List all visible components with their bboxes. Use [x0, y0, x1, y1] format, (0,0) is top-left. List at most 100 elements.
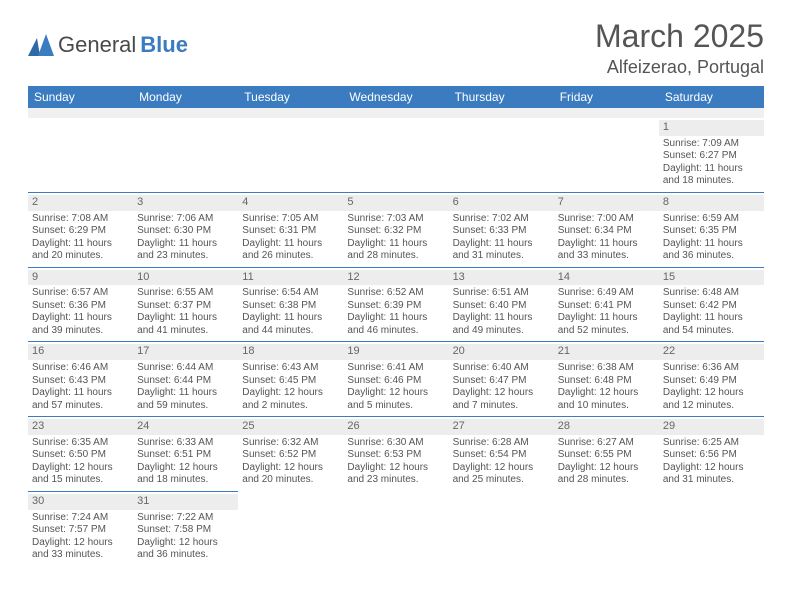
day-cell: 27Sunrise: 6:28 AMSunset: 6:54 PMDayligh… [449, 417, 554, 492]
day-details: Sunrise: 6:40 AMSunset: 6:47 PMDaylight:… [453, 362, 550, 412]
day-details: Sunrise: 6:54 AMSunset: 6:38 PMDaylight:… [242, 287, 339, 337]
week-row: 9Sunrise: 6:57 AMSunset: 6:36 PMDaylight… [28, 267, 764, 342]
dow-row: Sunday Monday Tuesday Wednesday Thursday… [28, 86, 764, 108]
day-details: Sunrise: 6:32 AMSunset: 6:52 PMDaylight:… [242, 437, 339, 487]
week-row: 16 Sunrise: 6:46 AMSunset: 6:43 PMDayligh… [28, 342, 764, 417]
day-details: Sunrise: 6:25 AMSunset: 6:56 PMDaylight:… [663, 437, 760, 487]
day-cell: 26Sunrise: 6:30 AMSunset: 6:53 PMDayligh… [343, 417, 448, 492]
day-cell [449, 118, 554, 192]
day-details: Sunrise: 7:02 AMSunset: 6:33 PMDaylight:… [453, 213, 550, 263]
day-details: Sunrise: 7:08 AMSunset: 6:29 PMDaylight:… [32, 213, 129, 263]
day-details: Sunrise: 6:59 AMSunset: 6:35 PMDaylight:… [663, 213, 760, 263]
day-number: 17 [133, 344, 238, 360]
day-cell: 2 Sunrise: 7:08 AMSunset: 6:29 PMDaylight… [28, 192, 133, 267]
day-number: 19 [343, 344, 448, 360]
day-details: Sunrise: 6:48 AMSunset: 6:42 PMDaylight:… [663, 287, 760, 337]
day-cell: 31 Sunrise: 7:22 AMSunset: 7:58 PMDayligh… [133, 491, 238, 571]
day-number: 1 [659, 120, 764, 136]
dow-friday: Friday [554, 86, 659, 108]
day-details: Sunrise: 6:43 AMSunset: 6:45 PMDaylight:… [242, 362, 339, 412]
dow-saturday: Saturday [659, 86, 764, 108]
week-row: 23Sunrise: 6:35 AMSunset: 6:50 PMDayligh… [28, 417, 764, 492]
day-number: 27 [449, 419, 554, 435]
day-number: 4 [238, 195, 343, 211]
day-number: 8 [659, 195, 764, 211]
header: GeneralBlue March 2025 Alfeizerao, Portu… [28, 18, 764, 78]
day-cell [133, 118, 238, 192]
day-number: 28 [554, 419, 659, 435]
day-cell: 3Sunrise: 7:06 AMSunset: 6:30 PMDaylight… [133, 192, 238, 267]
day-details: Sunrise: 6:33 AMSunset: 6:51 PMDaylight:… [137, 437, 234, 487]
day-cell: 21Sunrise: 6:38 AMSunset: 6:48 PMDayligh… [554, 342, 659, 417]
day-details: Sunrise: 7:05 AMSunset: 6:31 PMDaylight:… [242, 213, 339, 263]
day-number: 23 [28, 419, 133, 435]
day-number: 22 [659, 344, 764, 360]
day-number: 18 [238, 344, 343, 360]
day-cell [659, 491, 764, 571]
dow-sunday: Sunday [28, 86, 133, 108]
day-details: Sunrise: 7:03 AMSunset: 6:32 PMDaylight:… [347, 213, 444, 263]
day-cell: 13Sunrise: 6:51 AMSunset: 6:40 PMDayligh… [449, 267, 554, 342]
logo-icon [28, 34, 54, 56]
day-cell [343, 491, 448, 571]
day-cell: 24 Sunrise: 6:33 AMSunset: 6:51 PMDayligh… [133, 417, 238, 492]
day-details: Sunrise: 6:49 AMSunset: 6:41 PMDaylight:… [558, 287, 655, 337]
day-details: Sunrise: 6:36 AMSunset: 6:49 PMDaylight:… [663, 362, 760, 412]
day-cell: 11Sunrise: 6:54 AMSunset: 6:38 PMDayligh… [238, 267, 343, 342]
day-cell: 29 Sunrise: 6:25 AMSunset: 6:56 PMDayligh… [659, 417, 764, 492]
page-title: March 2025 [595, 18, 764, 55]
day-details: Sunrise: 7:22 AMSunset: 7:58 PMDaylight:… [137, 512, 234, 562]
day-cell: 8 Sunrise: 6:59 AMSunset: 6:35 PMDaylight… [659, 192, 764, 267]
day-number: 6 [449, 195, 554, 211]
day-cell: 17 Sunrise: 6:44 AMSunset: 6:44 PMDayligh… [133, 342, 238, 417]
day-number: 24 [133, 419, 238, 435]
logo-text-2: Blue [140, 32, 188, 58]
day-cell [238, 491, 343, 571]
logo-text-1: General [58, 32, 136, 58]
day-cell [238, 118, 343, 192]
day-cell [554, 118, 659, 192]
day-cell: 6 Sunrise: 7:02 AMSunset: 6:33 PMDaylight… [449, 192, 554, 267]
dow-thursday: Thursday [449, 86, 554, 108]
day-cell: 30Sunrise: 7:24 AMSunset: 7:57 PMDayligh… [28, 491, 133, 571]
day-cell [554, 491, 659, 571]
day-number: 2 [28, 195, 133, 211]
day-cell: 22 Sunrise: 6:36 AMSunset: 6:49 PMDayligh… [659, 342, 764, 417]
day-number: 20 [449, 344, 554, 360]
location: Alfeizerao, Portugal [595, 57, 764, 78]
day-cell: 1 Sunrise: 7:09 AMSunset: 6:27 PMDaylight… [659, 118, 764, 192]
day-cell: 9Sunrise: 6:57 AMSunset: 6:36 PMDaylight… [28, 267, 133, 342]
day-cell: 20 Sunrise: 6:40 AMSunset: 6:47 PMDayligh… [449, 342, 554, 417]
day-cell: 5 Sunrise: 7:03 AMSunset: 6:32 PMDaylight… [343, 192, 448, 267]
day-number: 16 [28, 344, 133, 360]
day-details: Sunrise: 6:41 AMSunset: 6:46 PMDaylight:… [347, 362, 444, 412]
day-details: Sunrise: 7:09 AMSunset: 6:27 PMDaylight:… [663, 138, 760, 188]
day-number: 26 [343, 419, 448, 435]
day-cell: 4 Sunrise: 7:05 AMSunset: 6:31 PMDaylight… [238, 192, 343, 267]
day-details: Sunrise: 6:55 AMSunset: 6:37 PMDaylight:… [137, 287, 234, 337]
day-cell: 7Sunrise: 7:00 AMSunset: 6:34 PMDaylight… [554, 192, 659, 267]
day-details: Sunrise: 6:52 AMSunset: 6:39 PMDaylight:… [347, 287, 444, 337]
day-number: 11 [238, 270, 343, 286]
day-cell: 15Sunrise: 6:48 AMSunset: 6:42 PMDayligh… [659, 267, 764, 342]
day-number: 29 [659, 419, 764, 435]
day-cell: 16 Sunrise: 6:46 AMSunset: 6:43 PMDayligh… [28, 342, 133, 417]
day-number: 5 [343, 195, 448, 211]
day-cell: 25Sunrise: 6:32 AMSunset: 6:52 PMDayligh… [238, 417, 343, 492]
week-row: 2 Sunrise: 7:08 AMSunset: 6:29 PMDaylight… [28, 192, 764, 267]
logo: GeneralBlue [28, 32, 188, 58]
day-cell: 23Sunrise: 6:35 AMSunset: 6:50 PMDayligh… [28, 417, 133, 492]
day-number: 14 [554, 270, 659, 286]
day-cell: 14Sunrise: 6:49 AMSunset: 6:41 PMDayligh… [554, 267, 659, 342]
day-number: 31 [133, 494, 238, 510]
day-number: 12 [343, 270, 448, 286]
day-number: 13 [449, 270, 554, 286]
day-details: Sunrise: 6:57 AMSunset: 6:36 PMDaylight:… [32, 287, 129, 337]
day-cell: 10Sunrise: 6:55 AMSunset: 6:37 PMDayligh… [133, 267, 238, 342]
day-cell: 28Sunrise: 6:27 AMSunset: 6:55 PMDayligh… [554, 417, 659, 492]
day-details: Sunrise: 6:44 AMSunset: 6:44 PMDaylight:… [137, 362, 234, 412]
day-number: 9 [28, 270, 133, 286]
dow-monday: Monday [133, 86, 238, 108]
day-details: Sunrise: 6:46 AMSunset: 6:43 PMDaylight:… [32, 362, 129, 412]
day-cell: 12Sunrise: 6:52 AMSunset: 6:39 PMDayligh… [343, 267, 448, 342]
